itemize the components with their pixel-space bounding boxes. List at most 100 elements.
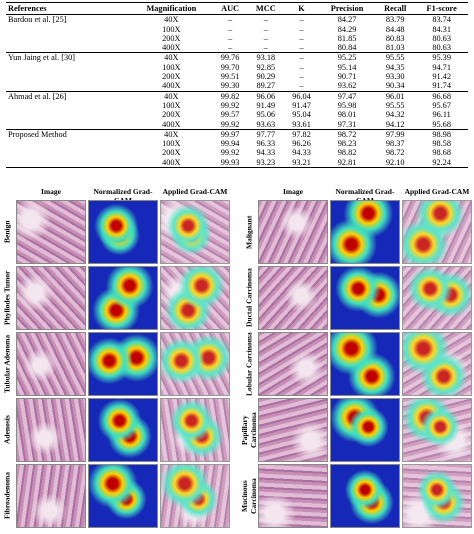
row-label: Lobular Carcinoma <box>244 332 254 396</box>
table-cell: 200X <box>162 148 181 158</box>
column-header: AUC <box>212 1 248 16</box>
table-cell: 83.74 <box>415 14 468 25</box>
table-cell: 97.31 <box>337 119 357 129</box>
table-row: 100X 99.92 91.49 91.47 95.98 95.55 95.67 <box>6 101 468 110</box>
table-cell: – <box>299 72 304 82</box>
empty-cell <box>6 72 130 81</box>
table-row: 100X 99.70 92.85 – 95.14 94.35 94.71 <box>6 63 468 72</box>
table-row: 400X – – – 80.84 81.03 80.63 <box>6 43 468 53</box>
table-cell: – <box>299 43 304 53</box>
row-label: Malignant <box>244 215 254 249</box>
table-cell: – <box>284 14 319 25</box>
column-header: Recall <box>375 1 416 16</box>
histology-image <box>16 266 86 330</box>
table-row: 200X 99.92 94.33 94.33 98.82 98.72 98.68 <box>6 148 468 157</box>
table-cell: 81.03 <box>385 43 405 53</box>
reference-cell: Yun Jaing et al. [30] <box>6 52 130 63</box>
table-cell: 95.06 <box>256 110 276 120</box>
table-cell: 81.85 <box>337 33 357 43</box>
applied-gradcam <box>160 332 230 396</box>
table-cell: 99.70 <box>220 62 240 72</box>
table-cell: 99.57 <box>220 110 240 120</box>
table-cell: 94.32 <box>385 110 405 120</box>
table-cell: 93.21 <box>284 157 319 168</box>
table-cell: 95.39 <box>415 52 468 63</box>
row-label: Tubular Adenoma <box>2 334 12 394</box>
empty-cell <box>6 63 130 72</box>
table-cell: – <box>299 24 304 34</box>
table-cell: 93.63 <box>256 119 276 129</box>
table-cell: 95.25 <box>318 52 376 63</box>
table-cell: 91.49 <box>256 100 276 110</box>
applied-gradcam <box>160 464 230 528</box>
table-cell: 92.81 <box>318 157 376 168</box>
table-row: 200X 99.57 95.06 95.04 98.01 94.32 96.11 <box>6 110 468 119</box>
table-row: 400X 99.92 93.63 93.61 97.31 94.12 95.68 <box>6 119 468 129</box>
table-cell: 93.30 <box>385 72 405 82</box>
table-cell: 99.30 <box>220 81 240 91</box>
table-cell: 84.48 <box>385 24 405 34</box>
table-cell: 99.92 <box>220 100 240 110</box>
results-table: References Magnification AUC MCC K Precision R… <box>6 1 468 168</box>
reference-cell: Bardou et al. [25] <box>6 14 130 25</box>
table-cell: 98.72 <box>318 128 376 140</box>
table-cell: 92.85 <box>256 62 276 72</box>
histology-image <box>258 464 328 528</box>
table-cell: 99.92 <box>220 119 240 129</box>
table-cell: 93.62 <box>337 81 357 91</box>
table-row: Ahmad et al. [26] 40X 99.82 96.06 96.04 97.47… <box>6 90 468 101</box>
table-cell: 84.27 <box>318 14 376 25</box>
table-cell: – <box>228 43 233 53</box>
table-cell: 40X <box>130 52 213 63</box>
empty-cell <box>6 157 130 168</box>
table-cell: 94.35 <box>385 62 405 72</box>
normalized-gradcam <box>88 332 158 396</box>
row-label: Ductal Carcinoma <box>244 268 254 328</box>
table-cell: 100X <box>162 100 181 110</box>
table-row: 100X – – – 84.29 84.48 84.31 <box>6 25 468 34</box>
table-cell: 400X <box>162 43 181 53</box>
table-cell: 84.31 <box>432 24 451 34</box>
row-label: Benign <box>2 220 12 244</box>
table-cell: 80.84 <box>337 43 357 53</box>
column-header: Applied Grad-CAM <box>162 187 228 196</box>
applied-gradcam <box>402 266 472 330</box>
normalized-gradcam <box>330 464 400 528</box>
table-cell: 99.94 <box>220 139 240 149</box>
table-cell: – <box>263 33 268 43</box>
table-cell: 98.68 <box>432 148 451 158</box>
histology-image <box>258 332 328 396</box>
row-label: Fibroadenoma <box>2 472 12 520</box>
empty-cell <box>6 34 130 43</box>
table-cell: 99.97 <box>212 128 248 140</box>
table-cell: 96.01 <box>375 90 416 101</box>
column-header: K <box>284 1 319 16</box>
table-cell: 90.34 <box>385 81 405 91</box>
table-cell: 95.98 <box>337 100 357 110</box>
table-cell: 80.63 <box>432 43 451 53</box>
histology-image <box>16 464 86 528</box>
table-cell: 100X <box>162 62 181 72</box>
table-cell: 95.67 <box>432 100 451 110</box>
table-cell: 100X <box>162 139 181 149</box>
normalized-gradcam <box>88 398 158 462</box>
normalized-gradcam <box>88 266 158 330</box>
table-cell: 97.77 <box>247 128 285 140</box>
table-cell: 98.72 <box>385 148 405 158</box>
table-cell: – <box>228 24 233 34</box>
table-cell: 94.71 <box>432 62 451 72</box>
table-cell: – <box>263 43 268 53</box>
table-cell: – <box>247 14 285 25</box>
table-cell: 80.63 <box>432 33 451 43</box>
table-cell: 98.82 <box>337 148 357 158</box>
table-cell: 91.74 <box>432 81 451 91</box>
table-cell: 94.33 <box>256 148 276 158</box>
table-cell: 99.76 <box>212 52 248 63</box>
table-cell: – <box>228 33 233 43</box>
table-cell: 200X <box>162 72 181 82</box>
table-cell: 97.47 <box>318 90 376 101</box>
table-cell: 95.14 <box>337 62 357 72</box>
column-header: Precision <box>318 1 376 16</box>
empty-cell <box>6 25 130 34</box>
